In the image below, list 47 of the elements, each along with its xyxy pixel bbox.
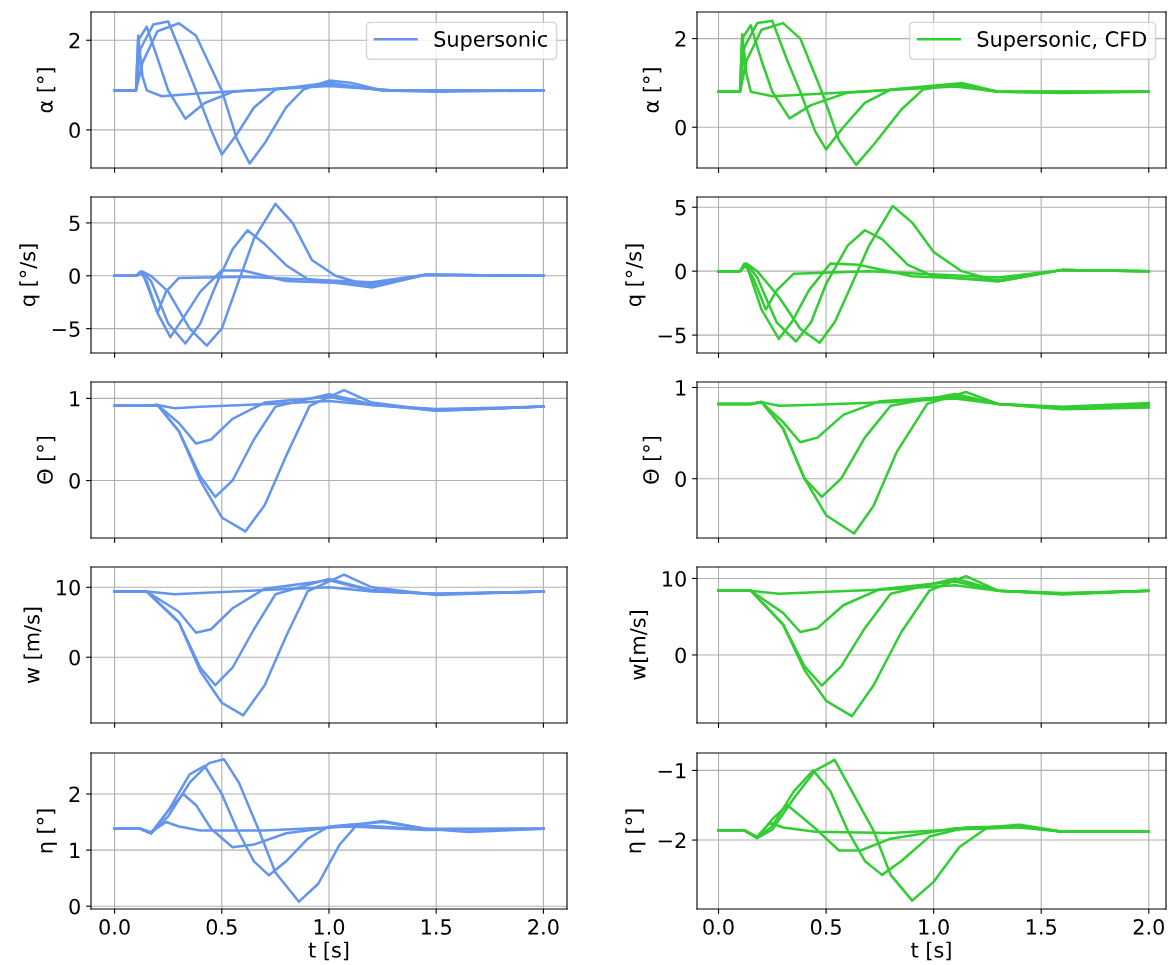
y-axis-title: Θ [°] (36, 436, 56, 484)
y-tick-label: −1 (658, 763, 686, 779)
y-axis-title: Θ [°] (642, 436, 662, 484)
y-tick-label: 5 (69, 215, 80, 232)
y-tick-label: −5 (52, 321, 80, 337)
y-tick-label: 1 (70, 842, 80, 858)
y-tick-label: 0 (675, 647, 686, 664)
x-tick-label: 1.5 (421, 919, 451, 935)
x-axis-title: t [s] (308, 941, 349, 961)
legend-label: Supersonic, CFD (977, 30, 1147, 51)
y-axis-title: q [°/s] (625, 244, 646, 307)
x-tick-label: 0.5 (206, 919, 237, 935)
y-tick-label: 0 (69, 472, 80, 489)
x-axis-title: t [s] (911, 941, 951, 961)
x-tick-label: 1.0 (314, 919, 345, 935)
y-tick-label: 0 (675, 471, 686, 487)
y-axis-title: η [°] (36, 809, 57, 853)
y-tick-label: 2 (675, 31, 686, 47)
y-tick-label: 0 (675, 119, 686, 136)
x-tick-label: 0.0 (99, 919, 130, 935)
y-tick-label: 2 (69, 786, 80, 802)
y-tick-label: 0 (69, 122, 80, 139)
y-tick-label: 2 (69, 32, 80, 49)
y-tick-label: −2 (658, 832, 686, 848)
y-axis-title: α [°] (642, 68, 662, 113)
y-tick-label: 5 (675, 199, 686, 216)
x-tick-label: 0.0 (703, 919, 734, 935)
y-axis-title: w [m/s] (23, 607, 43, 684)
y-tick-label: 10 (663, 570, 686, 587)
x-tick-label: 2.0 (528, 919, 559, 935)
y-axis-title: α [°] (36, 68, 56, 113)
x-tick-label: 1.0 (919, 919, 949, 935)
y-axis-title: η [°] (625, 809, 646, 853)
legend-label: Supersonic (434, 30, 547, 51)
y-tick-label: −5 (658, 327, 686, 344)
y-axis-title: q [°/s] (19, 244, 40, 307)
y-tick-label: 10 (57, 579, 80, 596)
y-tick-label: 1 (70, 391, 80, 407)
x-tick-label: 1.5 (1026, 919, 1056, 935)
y-tick-label: 0 (69, 898, 80, 915)
y-tick-label: 1 (676, 380, 686, 396)
y-axis-title: w[m/s] (629, 611, 649, 680)
y-tick-label: 0 (69, 268, 80, 284)
y-tick-label: 0 (675, 263, 686, 280)
x-tick-label: 0.5 (810, 919, 841, 935)
x-tick-label: 2.0 (1133, 919, 1164, 935)
y-tick-label: 0 (69, 649, 80, 666)
